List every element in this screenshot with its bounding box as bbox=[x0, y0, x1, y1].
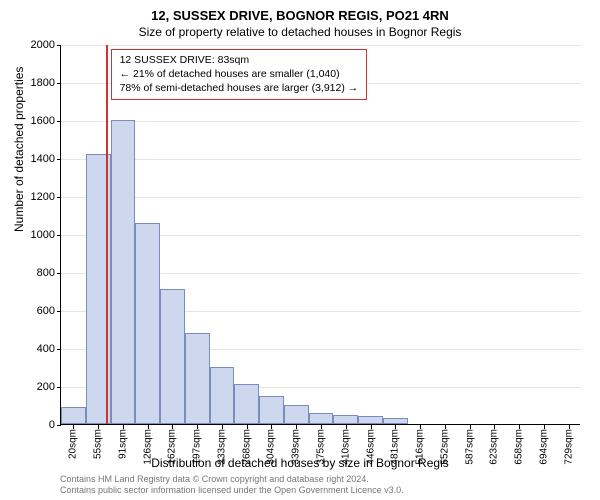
ytick-mark bbox=[57, 83, 61, 84]
marker-annotation: 12 SUSSEX DRIVE: 83sqm← 21% of detached … bbox=[111, 49, 368, 100]
ytick-label: 2000 bbox=[25, 39, 55, 51]
ytick-label: 400 bbox=[25, 343, 55, 355]
annotation-line: 78% of semi-detached houses are larger (… bbox=[120, 81, 359, 95]
ytick-label: 200 bbox=[25, 381, 55, 393]
ytick-mark bbox=[57, 425, 61, 426]
gridline bbox=[61, 45, 581, 46]
ytick-label: 1000 bbox=[25, 229, 55, 241]
plot-region: 020040060080010001200140016001800200020s… bbox=[60, 45, 580, 425]
ytick-mark bbox=[57, 311, 61, 312]
histogram-bar bbox=[61, 407, 86, 424]
page-title-line2: Size of property relative to detached ho… bbox=[0, 23, 600, 39]
ytick-label: 1200 bbox=[25, 191, 55, 203]
ytick-label: 800 bbox=[25, 267, 55, 279]
ytick-label: 0 bbox=[25, 419, 55, 431]
histogram-bar bbox=[210, 367, 235, 424]
xtick-label: 91sqm bbox=[117, 429, 128, 459]
histogram-bar bbox=[234, 384, 259, 424]
xtick-label: 55sqm bbox=[93, 429, 104, 459]
histogram-bar bbox=[358, 416, 383, 424]
annotation-line: ← 21% of detached houses are smaller (1,… bbox=[120, 67, 359, 81]
property-marker-line bbox=[106, 45, 108, 424]
footer-line: Contains HM Land Registry data © Crown c… bbox=[60, 474, 404, 485]
ytick-mark bbox=[57, 45, 61, 46]
ytick-mark bbox=[57, 235, 61, 236]
histogram-bar bbox=[259, 396, 284, 425]
ytick-label: 1400 bbox=[25, 153, 55, 165]
ytick-label: 1800 bbox=[25, 77, 55, 89]
histogram-bar bbox=[135, 223, 160, 424]
ytick-mark bbox=[57, 121, 61, 122]
histogram-bar bbox=[284, 405, 309, 424]
ytick-mark bbox=[57, 197, 61, 198]
gridline bbox=[61, 121, 581, 122]
ytick-mark bbox=[57, 159, 61, 160]
histogram-bar bbox=[111, 120, 136, 424]
histogram-bar bbox=[309, 413, 334, 424]
xtick-label: 20sqm bbox=[68, 429, 79, 459]
ytick-label: 600 bbox=[25, 305, 55, 317]
annotation-line: 12 SUSSEX DRIVE: 83sqm bbox=[120, 53, 359, 67]
histogram-bar bbox=[383, 418, 408, 424]
gridline bbox=[61, 159, 581, 160]
histogram-bar bbox=[333, 415, 358, 425]
attribution-footer: Contains HM Land Registry data © Crown c… bbox=[60, 474, 404, 496]
ytick-mark bbox=[57, 349, 61, 350]
histogram-bar bbox=[185, 333, 210, 424]
y-axis-label: Number of detached properties bbox=[12, 67, 26, 232]
footer-line: Contains public sector information licen… bbox=[60, 485, 404, 496]
ytick-mark bbox=[57, 273, 61, 274]
x-axis-label: Distribution of detached houses by size … bbox=[0, 456, 600, 470]
page-title-line1: 12, SUSSEX DRIVE, BOGNOR REGIS, PO21 4RN bbox=[0, 0, 600, 23]
histogram-bar bbox=[160, 289, 185, 424]
ytick-mark bbox=[57, 387, 61, 388]
ytick-label: 1600 bbox=[25, 115, 55, 127]
histogram-chart: 020040060080010001200140016001800200020s… bbox=[60, 45, 580, 425]
gridline bbox=[61, 197, 581, 198]
